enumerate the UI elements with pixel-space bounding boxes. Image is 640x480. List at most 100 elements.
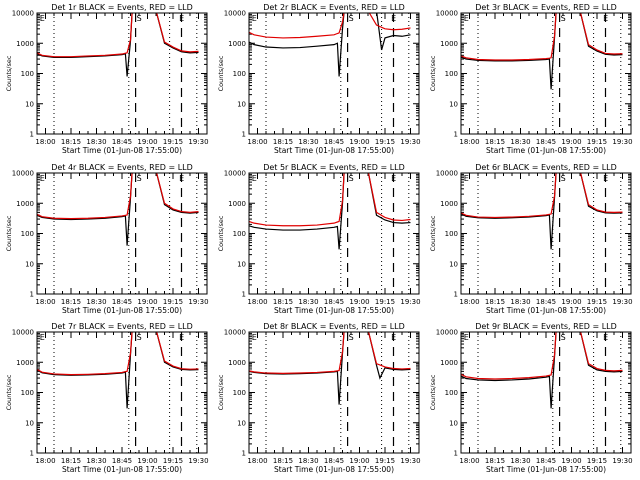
plot-frame	[460, 331, 632, 454]
x-axis-label: Start Time (01-Jun-08 17:55:00)	[274, 306, 394, 315]
panel-title: Det 7r BLACK = Events, RED = LLD	[51, 322, 193, 331]
panel-det-4r: Det 4r BLACK = Events, RED = LLD Counts/s…	[5, 163, 209, 315]
segment-marker-e: E	[603, 14, 608, 23]
panel-det-9r: Det 9r BLACK = Events, RED = LLD Counts/s…	[429, 322, 633, 474]
x-tick-label: 19:30	[612, 138, 632, 146]
segment-marker-e: E	[40, 14, 45, 23]
x-axis-label: Start Time (01-Jun-08 17:55:00)	[486, 306, 606, 315]
y-tick-label: 10	[449, 260, 458, 268]
x-tick-label: 18:00	[459, 298, 479, 306]
x-tick-label: 19:15	[587, 138, 607, 146]
x-tick-label: 19:15	[587, 298, 607, 306]
y-tick-label: 100	[21, 389, 34, 397]
segment-marker-s: S	[561, 174, 566, 183]
panel-title: Det 2r BLACK = Events, RED = LLD	[263, 3, 405, 12]
y-tick-label: 10	[25, 100, 34, 108]
y-tick-label: 1000	[16, 359, 34, 367]
y-axis-label: Counts/sec	[5, 374, 13, 410]
x-tick-label: 18:30	[86, 138, 106, 146]
x-tick-label: 18:30	[86, 457, 106, 465]
y-tick-label: 10000	[224, 329, 246, 337]
lld-series-line	[37, 13, 199, 58]
y-axis-label: Counts/sec	[217, 55, 225, 91]
plot-frame	[248, 172, 420, 295]
x-tick-label: 19:00	[137, 457, 157, 465]
x-tick-label: 18:00	[35, 298, 55, 306]
panel-title: Det 6r BLACK = Events, RED = LLD	[475, 163, 617, 172]
y-tick-label: 100	[233, 70, 246, 78]
x-tick-label: 19:15	[163, 457, 183, 465]
y-tick-label: 1000	[228, 200, 246, 208]
x-tick-label: 19:00	[137, 298, 157, 306]
lld-series-line	[37, 332, 199, 376]
x-tick-label: 19:15	[587, 457, 607, 465]
x-axis-label: Start Time (01-Jun-08 17:55:00)	[62, 306, 182, 315]
segment-marker-s: S	[137, 14, 142, 23]
events-series-line	[249, 173, 411, 250]
y-tick-label: 1000	[440, 200, 458, 208]
segment-marker-e: E	[179, 333, 184, 342]
y-tick-label: 100	[445, 389, 458, 397]
x-tick-label: 18:15	[273, 298, 293, 306]
x-tick-label: 18:15	[485, 457, 505, 465]
x-tick-label: 18:45	[324, 298, 344, 306]
segment-marker-e: E	[40, 333, 45, 342]
x-tick-label: 18:15	[61, 457, 81, 465]
y-tick-label: 1000	[440, 40, 458, 48]
x-tick-label: 18:15	[273, 138, 293, 146]
lld-series-line	[461, 173, 623, 219]
lld-series-line	[461, 13, 623, 61]
y-tick-label: 100	[21, 230, 34, 238]
segment-marker-e: E	[464, 14, 469, 23]
panel-det-2r: Det 2r BLACK = Events, RED = LLD Counts/s…	[217, 3, 421, 155]
panel-det-6r: Det 6r BLACK = Events, RED = LLD Counts/s…	[429, 163, 633, 315]
events-series-line	[37, 13, 199, 77]
x-tick-label: 18:30	[298, 457, 318, 465]
y-tick-label: 1	[30, 131, 34, 139]
x-tick-label: 18:00	[247, 298, 267, 306]
y-axis-label: Counts/sec	[5, 55, 13, 91]
x-tick-label: 19:15	[163, 138, 183, 146]
x-tick-label: 18:30	[510, 457, 530, 465]
y-tick-label: 1000	[16, 40, 34, 48]
y-tick-label: 1000	[440, 359, 458, 367]
y-tick-label: 10000	[224, 10, 246, 18]
segment-marker-e: E	[603, 174, 608, 183]
panel-title: Det 4r BLACK = Events, RED = LLD	[51, 163, 193, 172]
events-series-line	[249, 13, 411, 77]
y-tick-label: 100	[21, 70, 34, 78]
y-axis-label: Counts/sec	[217, 374, 225, 410]
y-tick-label: 1	[30, 291, 34, 299]
x-tick-label: 18:00	[459, 138, 479, 146]
x-tick-label: 18:45	[112, 298, 132, 306]
x-tick-label: 19:30	[188, 138, 208, 146]
lld-series-line	[37, 173, 199, 220]
x-tick-label: 19:30	[400, 457, 420, 465]
x-tick-label: 19:30	[400, 138, 420, 146]
x-tick-label: 18:00	[35, 138, 55, 146]
x-tick-label: 18:30	[510, 298, 530, 306]
x-tick-label: 18:45	[112, 457, 132, 465]
panel-det-5r: Det 5r BLACK = Events, RED = LLD Counts/s…	[217, 163, 421, 315]
x-tick-label: 19:00	[349, 457, 369, 465]
x-tick-label: 19:00	[561, 138, 581, 146]
segment-marker-e: E	[179, 174, 184, 183]
y-tick-label: 100	[233, 389, 246, 397]
y-tick-label: 10	[237, 419, 246, 427]
y-tick-label: 1000	[228, 40, 246, 48]
x-axis-label: Start Time (01-Jun-08 17:55:00)	[62, 146, 182, 155]
y-tick-label: 1	[242, 450, 246, 458]
x-tick-label: 18:45	[324, 457, 344, 465]
x-tick-label: 19:15	[375, 457, 395, 465]
segment-marker-s: S	[349, 333, 354, 342]
x-tick-label: 19:00	[349, 298, 369, 306]
x-tick-label: 18:30	[86, 298, 106, 306]
x-tick-label: 19:30	[400, 298, 420, 306]
x-tick-label: 18:45	[324, 138, 344, 146]
x-tick-label: 18:00	[247, 457, 267, 465]
panel-det-7r: Det 7r BLACK = Events, RED = LLD Counts/s…	[5, 322, 209, 474]
y-tick-label: 1	[242, 131, 246, 139]
y-tick-label: 1	[242, 291, 246, 299]
x-tick-label: 19:30	[612, 457, 632, 465]
